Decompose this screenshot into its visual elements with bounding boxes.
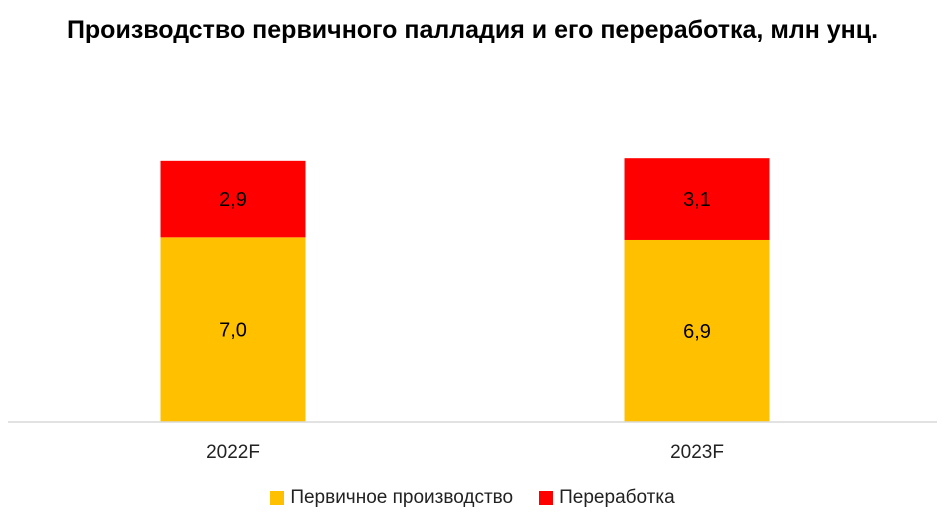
bars-group: 7,0 2,9 6,9 3,1 bbox=[160, 158, 770, 422]
x-tick-label-2022F: 2022F bbox=[206, 442, 260, 463]
legend-item-recycling: Переработка bbox=[539, 487, 675, 509]
data-label-primary-2022F: 7,0 bbox=[219, 320, 247, 342]
bar-primary-2023F bbox=[624, 239, 770, 422]
data-label-primary-2023F: 6,9 bbox=[683, 321, 711, 343]
x-tick-label-2023F: 2023F bbox=[670, 442, 724, 463]
legend-item-primary: Первичное производство bbox=[270, 487, 513, 509]
legend: Первичное производство Переработка bbox=[0, 485, 945, 511]
bar-primary-2022F bbox=[160, 237, 306, 422]
bar-recycling-2022F bbox=[160, 160, 306, 238]
data-label-recycling-2022F: 2,9 bbox=[219, 189, 247, 211]
x-tick-labels: 2022F 2023F bbox=[206, 442, 724, 463]
bar-recycling-2023F bbox=[624, 158, 770, 240]
legend-swatch-recycling bbox=[539, 491, 554, 505]
legend-label-recycling: Переработка bbox=[559, 487, 675, 508]
chart-title: Производство первичного палладия и его п… bbox=[66, 16, 879, 44]
legend-swatch-primary bbox=[270, 491, 285, 505]
data-label-recycling-2023F: 3,1 bbox=[683, 189, 711, 211]
legend-label-primary: Первичное производство bbox=[290, 487, 514, 508]
chart-plot-area: 7,0 2,9 6,9 3,1 2022F 2023F bbox=[8, 158, 937, 463]
